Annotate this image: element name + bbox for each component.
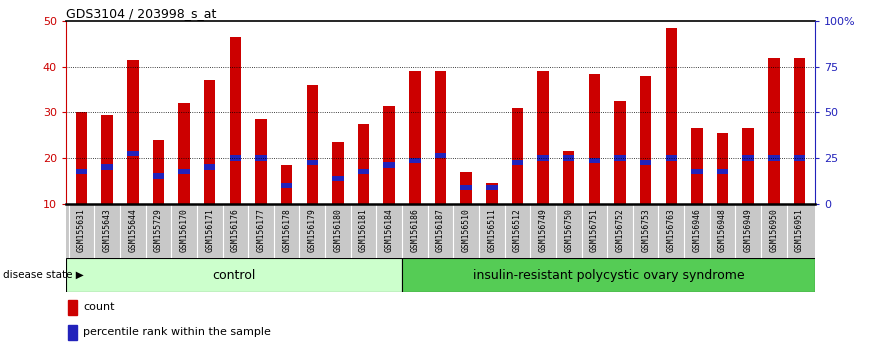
Bar (563, 151, 574, 204)
Bar (178, 169, 189, 175)
Text: count: count (84, 302, 115, 313)
Bar (461, 172, 472, 204)
Text: GSM156749: GSM156749 (538, 208, 548, 252)
Bar (768, 155, 780, 161)
Text: GSM156763: GSM156763 (667, 208, 676, 252)
Text: GSM156750: GSM156750 (564, 208, 574, 252)
Bar (127, 151, 138, 156)
Bar (127, 60, 138, 204)
Bar (717, 169, 729, 175)
Bar (101, 115, 113, 204)
Bar (794, 155, 805, 161)
Bar (204, 80, 216, 204)
Text: disease state ▶: disease state ▶ (3, 270, 84, 280)
Text: control: control (212, 269, 255, 282)
Bar (434, 153, 447, 159)
Bar (743, 155, 754, 161)
Bar (614, 101, 626, 204)
Bar (383, 162, 395, 167)
Bar (204, 164, 216, 170)
Bar (230, 155, 241, 161)
Text: GDS3104 / 203998_s_at: GDS3104 / 203998_s_at (66, 7, 217, 20)
Bar (409, 158, 420, 163)
Text: GSM156181: GSM156181 (359, 208, 368, 252)
Bar (434, 72, 447, 204)
Bar (152, 173, 164, 179)
Text: GSM156177: GSM156177 (256, 208, 265, 252)
Bar (230, 37, 241, 204)
Bar (563, 155, 574, 161)
Text: GSM156510: GSM156510 (462, 208, 470, 252)
Bar (281, 165, 292, 204)
Bar (358, 169, 369, 175)
Text: GSM155631: GSM155631 (77, 208, 86, 252)
Text: GSM156176: GSM156176 (231, 208, 240, 252)
Text: GSM156184: GSM156184 (385, 208, 394, 252)
Bar (665, 155, 677, 161)
Text: GSM156171: GSM156171 (205, 208, 214, 252)
Bar (68, 325, 78, 340)
Text: GSM156950: GSM156950 (769, 208, 779, 252)
Text: GSM156178: GSM156178 (282, 208, 291, 252)
Bar (512, 108, 523, 204)
Bar (66, 258, 402, 292)
Bar (665, 28, 677, 204)
Text: GSM156512: GSM156512 (513, 208, 522, 252)
Text: GSM156951: GSM156951 (795, 208, 804, 252)
Text: GSM156170: GSM156170 (180, 208, 189, 252)
Bar (486, 185, 498, 190)
Bar (307, 85, 318, 204)
Bar (537, 72, 549, 204)
Text: GSM156753: GSM156753 (641, 208, 650, 252)
Bar (68, 300, 78, 315)
Bar (152, 140, 164, 204)
Bar (402, 258, 815, 292)
Bar (537, 155, 549, 161)
Bar (307, 160, 318, 165)
Bar (768, 58, 780, 204)
Bar (486, 183, 498, 204)
Bar (358, 124, 369, 204)
Text: insulin-resistant polycystic ovary syndrome: insulin-resistant polycystic ovary syndr… (473, 269, 744, 282)
Bar (512, 160, 523, 165)
Bar (640, 160, 651, 165)
Bar (178, 103, 189, 204)
Bar (332, 142, 344, 204)
Text: GSM156511: GSM156511 (487, 208, 496, 252)
Text: GSM156180: GSM156180 (333, 208, 343, 252)
Bar (76, 169, 87, 175)
Bar (101, 164, 113, 170)
Bar (743, 129, 754, 204)
Text: GSM156179: GSM156179 (307, 208, 317, 252)
Bar (692, 169, 703, 175)
Bar (692, 129, 703, 204)
Text: GSM155643: GSM155643 (102, 208, 112, 252)
Text: GSM156752: GSM156752 (616, 208, 625, 252)
Bar (614, 155, 626, 161)
Bar (281, 183, 292, 188)
Bar (383, 105, 395, 204)
Text: GSM156946: GSM156946 (692, 208, 701, 252)
Text: GSM156186: GSM156186 (411, 208, 419, 252)
Text: GSM155729: GSM155729 (154, 208, 163, 252)
Text: GSM155644: GSM155644 (129, 208, 137, 252)
Bar (589, 74, 600, 204)
Text: GSM156948: GSM156948 (718, 208, 727, 252)
Bar (717, 133, 729, 204)
Bar (461, 185, 472, 190)
Text: GSM156751: GSM156751 (590, 208, 599, 252)
Bar (255, 155, 267, 161)
Bar (255, 119, 267, 204)
Text: GSM156949: GSM156949 (744, 208, 752, 252)
Bar (76, 113, 87, 204)
Bar (640, 76, 651, 204)
Bar (794, 58, 805, 204)
Bar (409, 72, 420, 204)
Text: percentile rank within the sample: percentile rank within the sample (84, 327, 271, 337)
Text: GSM156187: GSM156187 (436, 208, 445, 252)
Bar (332, 176, 344, 181)
Bar (589, 158, 600, 163)
